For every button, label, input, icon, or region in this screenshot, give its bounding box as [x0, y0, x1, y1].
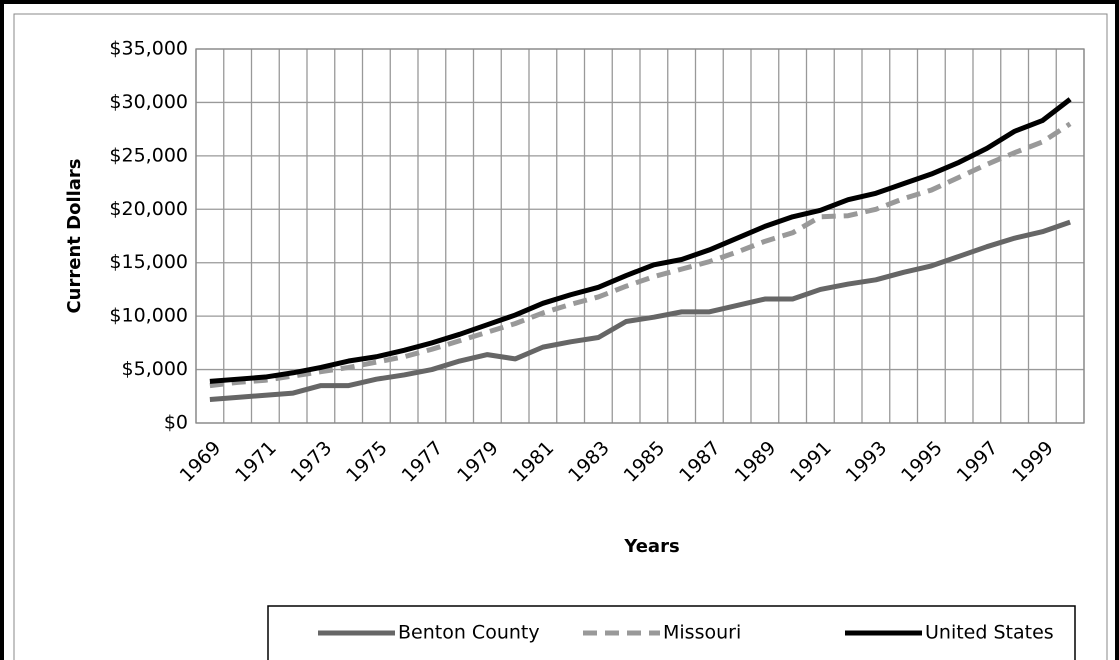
plot-frame — [195, 48, 1085, 424]
y-tick-label: $20,000 — [109, 198, 188, 220]
y-tick-label: $15,000 — [109, 251, 188, 273]
y-tick-label: $30,000 — [109, 91, 188, 113]
legend-label: United States — [925, 622, 1054, 644]
legend-label: Benton County — [398, 622, 540, 644]
y-axis-label: Current Dollars — [64, 158, 85, 313]
chart-border — [13, 13, 1108, 660]
y-tick-label: $25,000 — [109, 144, 188, 166]
legend-box — [267, 605, 1076, 660]
series-line — [209, 97, 1072, 384]
series-line — [209, 121, 1072, 389]
y-tick-label: $5,000 — [122, 358, 188, 380]
y-tick-label: $10,000 — [109, 305, 188, 327]
legend-label: Missouri — [663, 622, 741, 644]
series-line — [209, 219, 1071, 402]
y-tick-label: $0 — [164, 412, 188, 434]
x-axis-label: Years — [623, 536, 679, 557]
y-tick-label: $35,000 — [109, 38, 188, 60]
